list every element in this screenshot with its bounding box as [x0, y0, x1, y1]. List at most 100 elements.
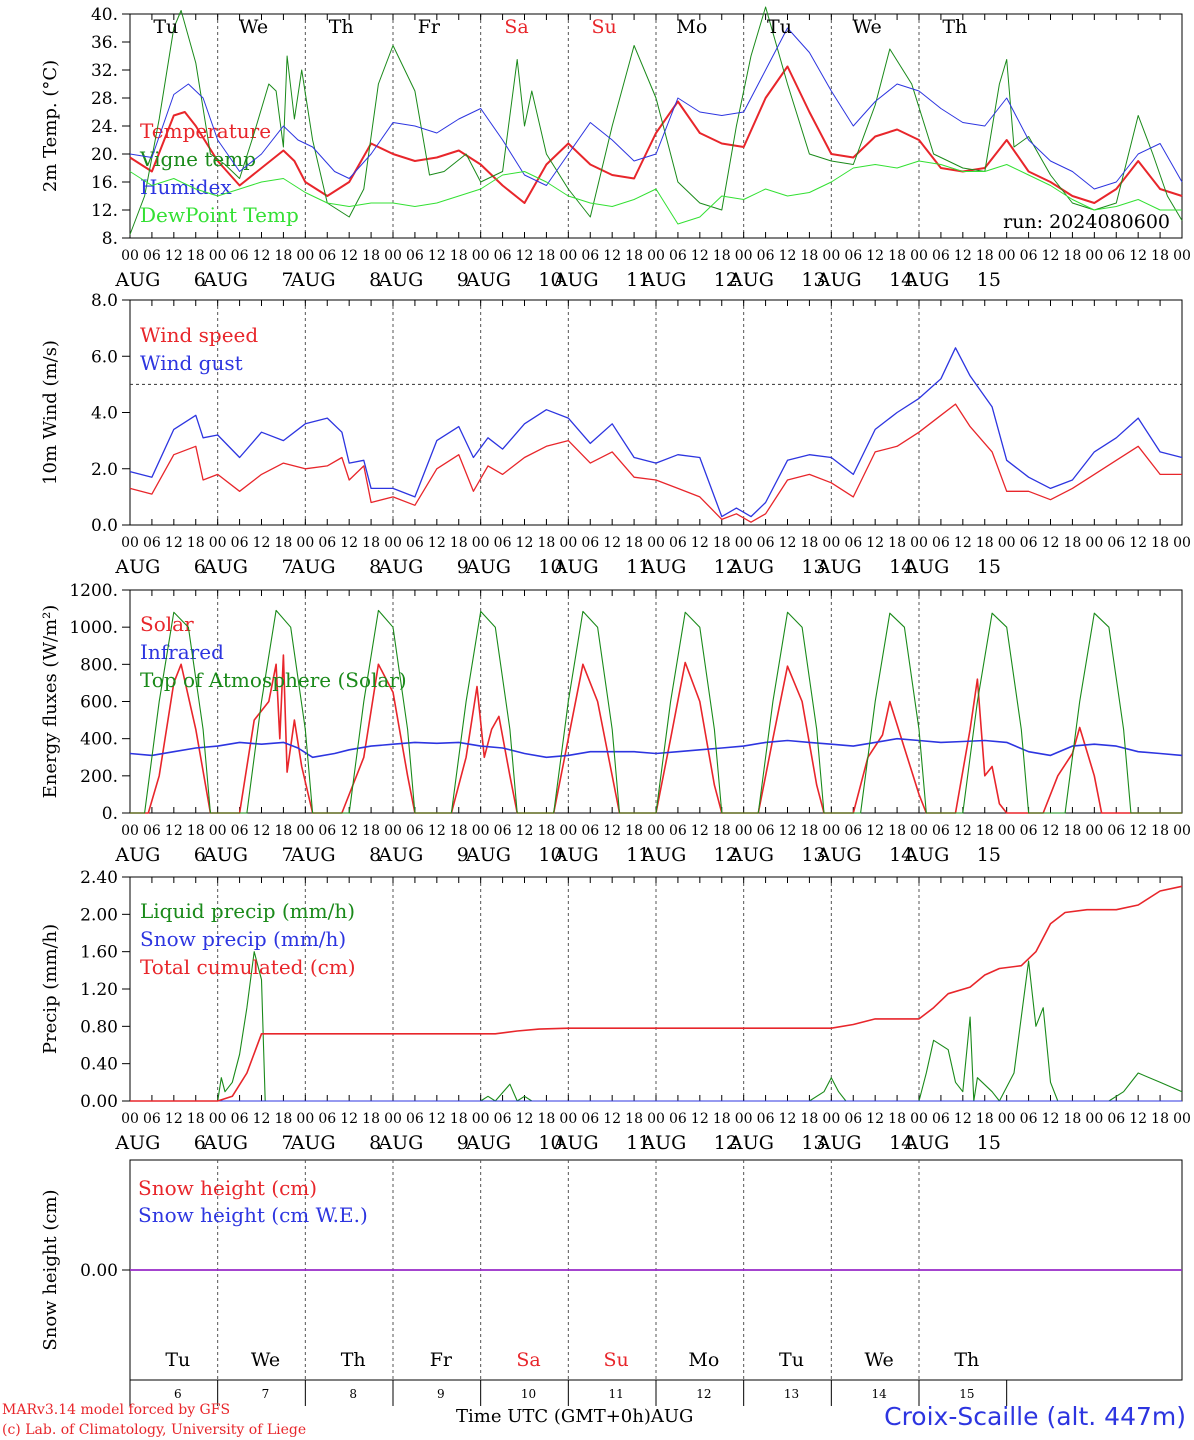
- x-tick-label: 18: [1064, 535, 1082, 551]
- y-tick-label: 8.: [102, 229, 118, 249]
- legend-entry: Snow height (cm W.E.): [138, 1203, 368, 1227]
- y-tick-label: 0.40: [80, 1055, 118, 1075]
- x-tick-label: 12: [691, 823, 709, 839]
- x-tick-label: 18: [450, 535, 468, 551]
- legend-entry: Humidex: [140, 175, 232, 199]
- legend-entry: Wind gust: [140, 351, 243, 375]
- x-tick-label: 12: [340, 1111, 358, 1127]
- x-tick-label: 12: [603, 1111, 621, 1127]
- y-tick-label: 36.: [91, 33, 118, 53]
- month-label: AUG: [377, 844, 423, 866]
- x-tick-label: 12: [1129, 535, 1147, 551]
- day-label: 11: [626, 1132, 650, 1154]
- day-label: 7: [281, 556, 293, 578]
- x-tick-label: 06: [143, 248, 161, 264]
- x-tick-label: 12: [428, 1111, 446, 1127]
- x-tick-label: 00: [1085, 535, 1103, 551]
- x-tick-label: 06: [844, 823, 862, 839]
- series-line-red: [129, 65, 1183, 204]
- x-tick-label: 00: [1173, 1111, 1191, 1127]
- x-tick-label: 18: [801, 535, 819, 551]
- x-tick-label: 18: [450, 1111, 468, 1127]
- x-tick-label: 18: [538, 248, 556, 264]
- x-tick-label: 12: [1129, 1111, 1147, 1127]
- x-tick-label: 12: [340, 823, 358, 839]
- x-tick-label: 18: [801, 248, 819, 264]
- day-label: 14: [889, 1132, 913, 1154]
- y-tick-label: 1200.: [69, 581, 118, 601]
- day-number-label: 8: [349, 1387, 357, 1401]
- x-tick-label: 06: [757, 1111, 775, 1127]
- station-name: Croix-Scaille (alt. 447m): [884, 1402, 1186, 1431]
- y-axis-label-3: Precip (mm/h): [40, 924, 61, 1054]
- weekday-label: Th: [942, 16, 967, 38]
- x-tick-label: 06: [844, 1111, 862, 1127]
- month-label: AUG: [202, 269, 248, 291]
- x-tick-label: 18: [625, 823, 643, 839]
- x-tick-label: 00: [1085, 1111, 1103, 1127]
- x-tick-label: 00: [559, 823, 577, 839]
- day-label: 9: [457, 1132, 469, 1154]
- day-label: 12: [714, 556, 738, 578]
- x-tick-label: 00: [822, 535, 840, 551]
- x-tick-label: 12: [866, 535, 884, 551]
- x-tick-label: 18: [187, 1111, 205, 1127]
- month-label: AUG: [728, 556, 774, 578]
- series-line-blue: [129, 347, 1183, 518]
- x-tick-label: 18: [888, 535, 906, 551]
- x-tick-label: 06: [669, 535, 687, 551]
- month-label: AUG: [903, 1132, 949, 1154]
- x-tick-label: 00: [822, 248, 840, 264]
- x-tick-label: 06: [406, 1111, 424, 1127]
- weekday-label-bottom: Tu: [779, 1349, 804, 1371]
- weekday-label: Tu: [153, 16, 178, 38]
- x-tick-label: 00: [910, 535, 928, 551]
- x-tick-label: 06: [406, 248, 424, 264]
- x-tick-label: 06: [1020, 823, 1038, 839]
- y-axis-label-4: Snow height (cm): [40, 1189, 61, 1350]
- x-tick-label: 18: [1151, 535, 1169, 551]
- x-tick-label: 00: [1173, 535, 1191, 551]
- day-label: 8: [369, 269, 381, 291]
- x-tick-label: 00: [998, 823, 1016, 839]
- legend-entry: Liquid precip (mm/h): [140, 899, 355, 923]
- x-tick-label: 06: [669, 248, 687, 264]
- x-tick-label: 18: [1151, 823, 1169, 839]
- x-tick-label: 06: [1107, 535, 1125, 551]
- x-tick-label: 18: [275, 1111, 293, 1127]
- y-tick-label: 1.60: [80, 943, 118, 963]
- day-label: 13: [801, 269, 825, 291]
- weekday-label-bottom: Mo: [688, 1349, 719, 1371]
- x-tick-label: 12: [1129, 823, 1147, 839]
- x-tick-label: 06: [406, 535, 424, 551]
- x-tick-label: 00: [472, 823, 490, 839]
- x-tick-label: 12: [165, 248, 183, 264]
- y-tick-label: 6.0: [91, 347, 118, 367]
- x-tick-label: 18: [1064, 248, 1082, 264]
- month-label: AUG: [465, 556, 511, 578]
- x-tick-label: 00: [910, 248, 928, 264]
- day-label: 6: [194, 844, 206, 866]
- x-tick-label: 00: [296, 1111, 314, 1127]
- x-tick-label: 18: [362, 248, 380, 264]
- x-tick-label: 06: [581, 1111, 599, 1127]
- x-tick-label: 00: [998, 1111, 1016, 1127]
- day-number-label: 14: [872, 1387, 888, 1401]
- day-label: 14: [889, 844, 913, 866]
- y-tick-label: 28.: [91, 89, 118, 109]
- x-tick-label: 18: [538, 1111, 556, 1127]
- x-tick-label: 00: [559, 535, 577, 551]
- x-tick-label: 00: [735, 248, 753, 264]
- x-tick-label: 12: [253, 248, 271, 264]
- x-tick-label: 12: [516, 248, 534, 264]
- legend-entry: Top of Atmosphere (Solar): [140, 668, 407, 692]
- series-line-lightgreen: [129, 160, 1182, 225]
- y-tick-label: 0.00: [80, 1261, 118, 1281]
- day-label: 8: [369, 844, 381, 866]
- month-label: AUG: [640, 269, 686, 291]
- y-tick-label: 0.00: [80, 1092, 118, 1112]
- x-tick-label: 00: [384, 535, 402, 551]
- weekday-label-bottom: Fr: [430, 1349, 453, 1371]
- x-tick-label: 18: [1151, 1111, 1169, 1127]
- x-tick-label: 06: [932, 535, 950, 551]
